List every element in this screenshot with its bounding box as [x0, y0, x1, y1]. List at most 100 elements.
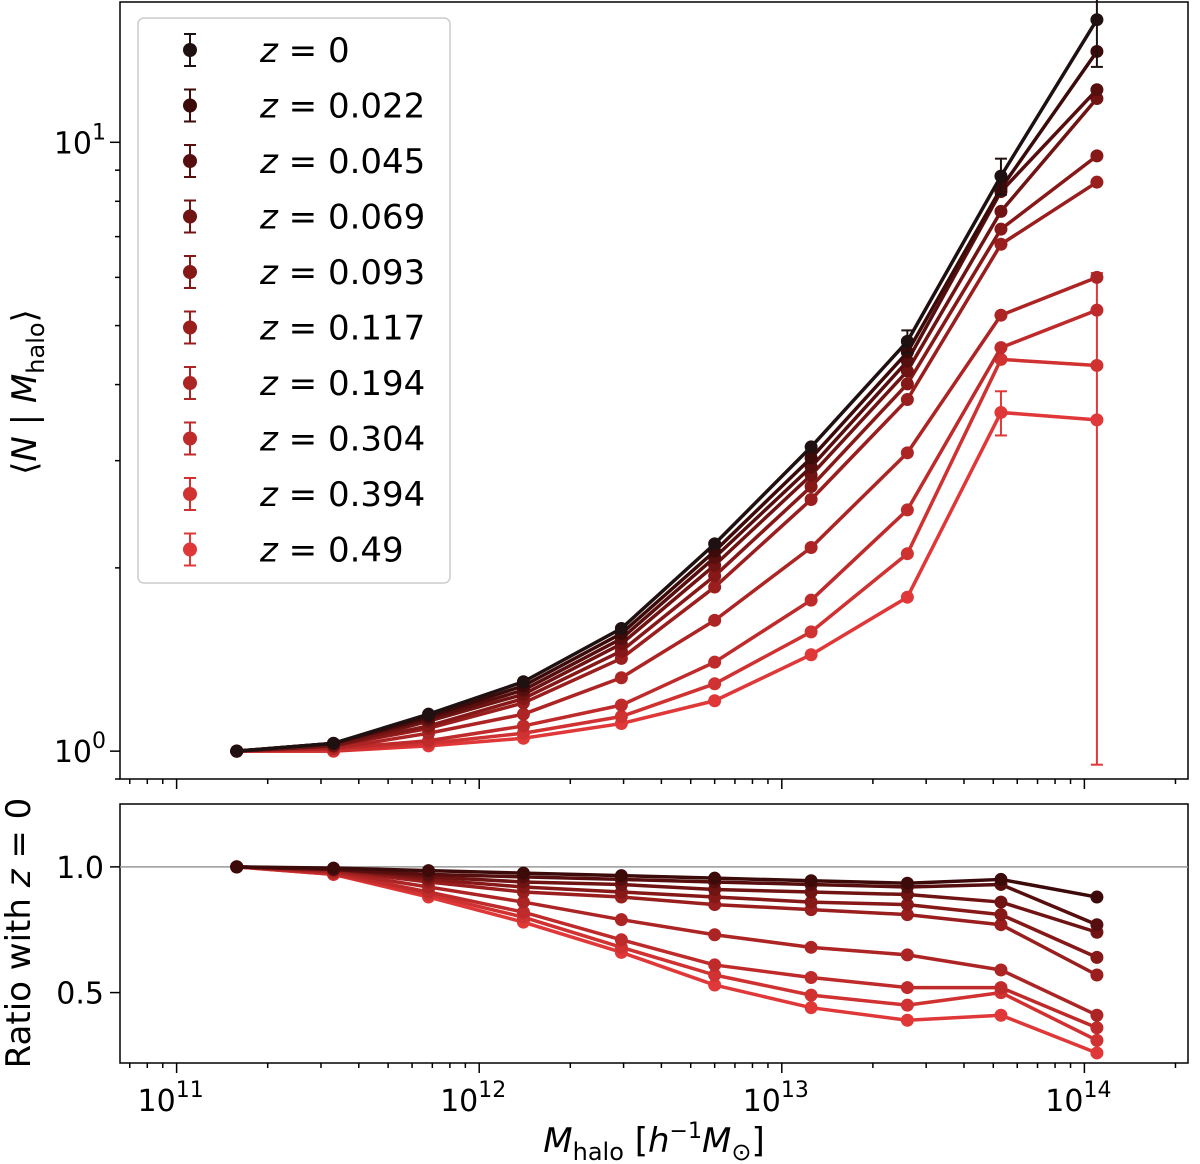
top-data-point [230, 744, 244, 758]
top-y-tick-label: 101 [54, 120, 106, 161]
legend-marker [183, 487, 197, 501]
bottom-series-line [236, 865, 1098, 1017]
bottom-y-tick-label: 0.5 [56, 977, 104, 1012]
top-y-axis-label: ⟨N | Mhalo⟩ [5, 309, 50, 475]
top-data-point [1090, 413, 1104, 427]
bottom-data-point [708, 978, 722, 992]
top-data-point [1090, 175, 1104, 189]
bottom-data-point [1090, 918, 1104, 932]
bottom-panel: 1011 1012 1013 1014 0.5 1.0 [56, 851, 1188, 1119]
legend-marker [183, 320, 197, 335]
top-data-point [516, 675, 530, 689]
bottom-data-point [1090, 1021, 1104, 1035]
bottom-data-point [994, 918, 1008, 932]
top-series-line [236, 308, 1098, 753]
top-data-point [900, 364, 914, 378]
legend-marker [183, 154, 197, 168]
legend-label: z = 0.022 [259, 87, 425, 127]
top-data-point [708, 537, 722, 551]
top-data-point [900, 446, 914, 460]
top-data-point [516, 719, 530, 733]
bottom-data-point [994, 981, 1008, 995]
top-data-point [994, 169, 1008, 183]
top-data-point [804, 440, 818, 454]
legend-item: z = 0 [183, 31, 350, 71]
legend-marker [183, 98, 197, 113]
bottom-series-line [236, 865, 1098, 899]
bottom-data-point [422, 864, 436, 878]
top-data-point [804, 625, 818, 639]
legend-label: z = 0.194 [259, 364, 425, 404]
bottom-data-point [516, 895, 530, 909]
bottom-data-point [230, 860, 244, 874]
top-panel: 100 101 [54, 0, 1177, 789]
bottom-data-point [900, 908, 914, 922]
legend-label: z = 0.045 [259, 142, 425, 182]
top-data-point [614, 622, 628, 636]
top-series-line [236, 97, 1099, 753]
bottom-data-point [1090, 1008, 1104, 1022]
bottom-data-point [994, 908, 1008, 922]
top-data-point [516, 707, 530, 721]
legend-item: z = 0.069 [183, 198, 425, 238]
legend-item: z = 0.022 [183, 87, 425, 127]
top-data-point [994, 222, 1008, 236]
top-data-point [900, 377, 914, 391]
top-data-point [900, 590, 914, 604]
top-data-point [994, 204, 1008, 218]
top-data-point [1090, 303, 1104, 317]
top-data-point [804, 493, 818, 507]
top-data-point [994, 341, 1008, 355]
bottom-data-point [614, 869, 628, 883]
legend-item: z = 0.045 [183, 142, 425, 182]
legend-marker [183, 542, 197, 557]
bottom-data-point [804, 895, 818, 909]
bottom-data-point [1090, 890, 1104, 904]
bottom-data-point [516, 905, 530, 919]
bottom-data-point [1090, 1046, 1104, 1060]
bottom-data-point [708, 928, 722, 942]
bottom-data-point [327, 861, 341, 875]
bottom-data-point [804, 971, 818, 985]
bottom-series-line [236, 865, 1098, 1030]
bottom-data-point [804, 874, 818, 888]
bottom-data-point [900, 898, 914, 912]
legend-label: z = 0.093 [259, 253, 425, 293]
legend-item: z = 0.194 [183, 364, 425, 404]
bottom-data-point [708, 871, 722, 885]
bottom-data-point [994, 872, 1008, 886]
top-data-point [422, 707, 436, 721]
top-data-point [614, 709, 628, 723]
x-tick-label: 1011 [138, 1078, 204, 1119]
bottom-data-point [708, 968, 722, 982]
bottom-series-line [236, 865, 1098, 1042]
legend-marker [183, 209, 197, 224]
bottom-data-point [900, 998, 914, 1012]
top-series-line [236, 154, 1098, 753]
top-data-point [994, 308, 1008, 322]
bottom-data-point [516, 866, 530, 880]
top-data-point [900, 334, 914, 348]
top-data-point [708, 569, 722, 583]
top-data-point [708, 655, 722, 669]
bottom-series-0 [230, 860, 1104, 904]
top-data-point [900, 393, 914, 407]
legend-item: z = 0.394 [183, 475, 425, 515]
top-data-point [708, 580, 722, 594]
legend: z = 0 z = 0.022 z = 0.045 z = 0.069 z = 0.09… [137, 17, 451, 584]
x-axis-label: Mhalo [h−1M⊙] [543, 1119, 764, 1164]
bottom-y-axis-label: Ratio with z = 0 [0, 798, 39, 1069]
bottom-data-point [900, 948, 914, 962]
legend-label: z = 0.304 [259, 420, 425, 460]
top-data-point [327, 736, 341, 750]
bottom-data-point [994, 1008, 1008, 1022]
bottom-data-point [614, 913, 628, 927]
bottom-data-point [994, 895, 1008, 909]
x-tick-label: 1012 [440, 1078, 506, 1119]
legend-label: z = 0.117 [259, 309, 425, 349]
bottom-data-point [804, 988, 818, 1002]
bottom-data-point [900, 1013, 914, 1027]
top-data-point [708, 694, 722, 708]
bottom-data-point [708, 958, 722, 972]
